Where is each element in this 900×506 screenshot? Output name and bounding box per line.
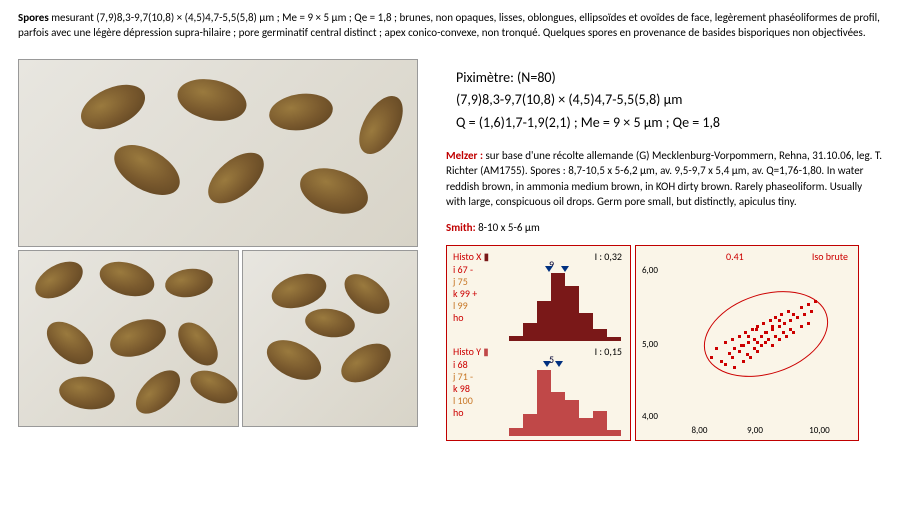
melzer-label: Melzer :: [446, 149, 483, 162]
histo-y: Histo Y ▮ 5 I : 0,15 i 68 j 71 - k 98 l …: [449, 343, 628, 438]
melzer-block: Melzer : sur base d'une récolte allemand…: [446, 148, 882, 210]
histogram-panel: Histo X ▮ 9 I : 0,32 i 67 - j 75 k 99 + …: [446, 245, 631, 441]
histo-y-title: Histo Y ▮: [453, 345, 489, 358]
piximetre-block: Piximètre: (N=80) (7,9)8,3-9,7(10,8) × (…: [456, 67, 882, 134]
iso-title: Iso brute: [812, 250, 848, 263]
histo-y-bars: [505, 364, 625, 436]
iso-scatter: [670, 266, 850, 422]
micrograph-bottom-row: [18, 250, 418, 427]
melzer-text: sur base d'une récolte allemande (G) Mec…: [446, 149, 882, 208]
info-column: Piximètre: (N=80) (7,9)8,3-9,7(10,8) × (…: [446, 59, 882, 441]
spores-lead: Spores: [18, 11, 49, 24]
micrograph-bottom-right: [242, 250, 418, 427]
histo-x-i: I : 0,32: [595, 250, 622, 263]
piximetre-n: Piximètre: (N=80): [456, 67, 882, 89]
iso-panel: 0.41 Iso brute 6,005,004,008,009,0010,00: [635, 245, 859, 441]
micrograph-column: [18, 59, 418, 441]
piximetre-dims: (7,9)8,3-9,7(10,8) × (4,5)4,7-5,5(5,8) µ…: [456, 89, 882, 111]
histo-y-stats: i 68 j 71 - k 98 l 100 ho: [453, 359, 473, 419]
iso-top-val: 0.41: [726, 250, 744, 263]
micrograph-bottom-left: [18, 250, 239, 427]
smith-text: 8-10 x 5-6 µm: [476, 221, 540, 234]
piximetre-q: Q = (1,6)1,7-1,9(2,1) ; Me = 9 × 5 µm ; …: [456, 112, 882, 134]
charts-row: Histo X ▮ 9 I : 0,32 i 67 - j 75 k 99 + …: [446, 245, 882, 441]
histo-x-stats: i 67 - j 75 k 99 + l 99 ho: [453, 264, 477, 324]
histo-x-title: Histo X ▮: [453, 250, 489, 263]
content-row: Piximètre: (N=80) (7,9)8,3-9,7(10,8) × (…: [18, 59, 882, 441]
smith-label: Smith:: [446, 221, 476, 234]
smith-block: Smith: 8-10 x 5-6 µm: [446, 220, 882, 235]
micrograph-top: [18, 59, 418, 247]
histo-x: Histo X ▮ 9 I : 0,32 i 67 - j 75 k 99 + …: [449, 248, 628, 343]
histo-x-bars: [505, 269, 625, 341]
spores-text: mesurant (7,9)8,3-9,7(10,8) × (4,5)4,7-5…: [18, 11, 880, 39]
spores-description: Spores mesurant (7,9)8,3-9,7(10,8) × (4,…: [18, 10, 882, 41]
histo-y-i: I : 0,15: [595, 345, 622, 358]
